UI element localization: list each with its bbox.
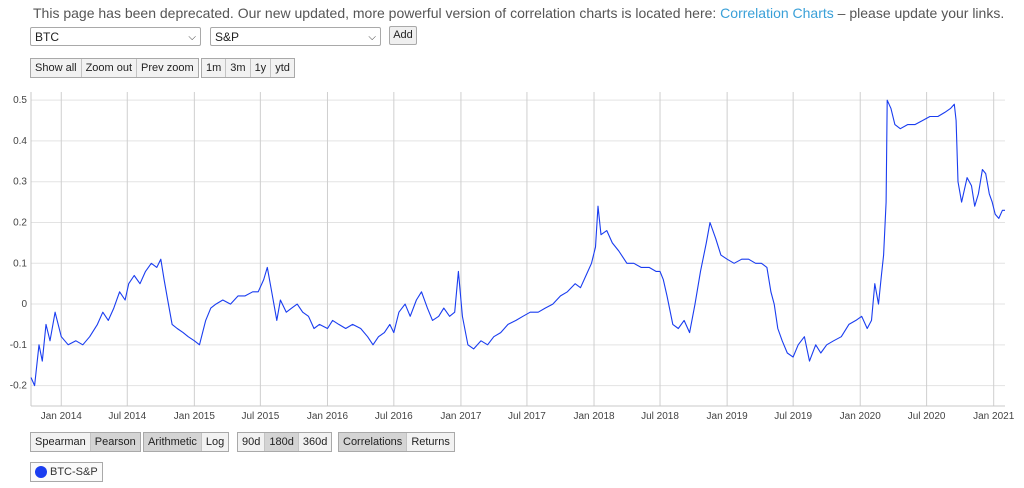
y-tick-label: -0.1 [10, 340, 28, 351]
series-color-dot-icon [35, 466, 47, 478]
notice-text-before: This page has been deprecated. Our new u… [33, 5, 717, 21]
correlation-chart[interactable]: -0.2 -0.1 0 0.1 0.2 0.3 0.4 0.5 Jan 2014 Jul 2014… [0, 84, 1024, 432]
x-tick-label: Jul 2014 [108, 411, 146, 422]
pearson-button[interactable]: Pearson [90, 433, 140, 451]
prev-zoom-button[interactable]: Prev zoom [137, 59, 198, 77]
x-tick-label: Jul 2015 [241, 411, 279, 422]
correlation-charts-link[interactable]: Correlation Charts [720, 5, 834, 21]
range-1m-button[interactable]: 1m [202, 59, 227, 77]
range-3m-button[interactable]: 3m [226, 59, 251, 77]
y-tick-label: 0.4 [13, 136, 27, 147]
deprecation-notice: This page has been deprecated. Our new u… [33, 5, 1004, 21]
asset2-value: S&P [215, 30, 240, 44]
window-controls: 90d 180d 360d [237, 432, 333, 452]
log-button[interactable]: Log [201, 433, 229, 451]
range-controls: 1m 3m 1y ytd [201, 58, 295, 78]
y-tick-label: 0.2 [13, 217, 27, 228]
zoom-controls: Show all Zoom out Prev zoom [30, 58, 199, 78]
chevron-down-icon: ⌵ [368, 32, 376, 43]
series-line [30, 99, 1005, 387]
window-180d-button[interactable]: 180d [265, 433, 299, 451]
y-tick-label: 0.5 [13, 95, 27, 106]
x-tick-label: Jan 2015 [174, 411, 216, 422]
legend-label: BTC-S&P [50, 466, 98, 478]
returns-button[interactable]: Returns [407, 433, 454, 451]
add-button[interactable]: Add [389, 26, 417, 45]
x-tick-label: Jul 2016 [375, 411, 413, 422]
x-tick-label: Jan 2017 [440, 411, 482, 422]
x-tick-label: Jan 2019 [707, 411, 749, 422]
asset2-select[interactable]: S&P ⌵ [210, 27, 381, 46]
x-tick-label: Jul 2018 [641, 411, 679, 422]
spearman-button[interactable]: Spearman [31, 433, 91, 451]
x-tick-label: Jul 2020 [908, 411, 946, 422]
range-ytd-button[interactable]: ytd [271, 59, 294, 77]
view-controls: Correlations Returns [338, 432, 455, 452]
scale-controls: Arithmetic Log [143, 432, 230, 452]
method-controls: Spearman Pearson [30, 432, 141, 452]
notice-text-after: – please update your links. [837, 5, 1005, 21]
x-tick-label: Jan 2021 [973, 411, 1015, 422]
x-tick-label: Jul 2017 [508, 411, 546, 422]
zoom-out-button[interactable]: Zoom out [81, 59, 138, 77]
legend-item-btc-sp[interactable]: BTC-S&P [30, 462, 103, 482]
y-tick-label: 0.3 [13, 177, 27, 188]
x-tick-label: Jan 2016 [307, 411, 349, 422]
x-tick-label: Jan 2020 [840, 411, 882, 422]
window-360d-button[interactable]: 360d [298, 433, 332, 451]
y-tick-label: 0.1 [13, 258, 27, 269]
plot-area [31, 92, 1005, 406]
correlations-button[interactable]: Correlations [339, 433, 408, 451]
arithmetic-button[interactable]: Arithmetic [144, 433, 202, 451]
asset1-value: BTC [35, 30, 59, 44]
show-all-button[interactable]: Show all [31, 59, 82, 77]
y-tick-label: 0 [21, 299, 27, 310]
x-tick-label: Jan 2018 [573, 411, 615, 422]
window-90d-button[interactable]: 90d [238, 433, 266, 451]
range-1y-button[interactable]: 1y [250, 59, 272, 77]
x-tick-label: Jan 2014 [41, 411, 83, 422]
asset1-select[interactable]: BTC ⌵ [30, 27, 201, 46]
x-tick-label: Jul 2019 [774, 411, 812, 422]
y-tick-label: -0.2 [10, 381, 28, 392]
chevron-down-icon: ⌵ [188, 32, 196, 43]
